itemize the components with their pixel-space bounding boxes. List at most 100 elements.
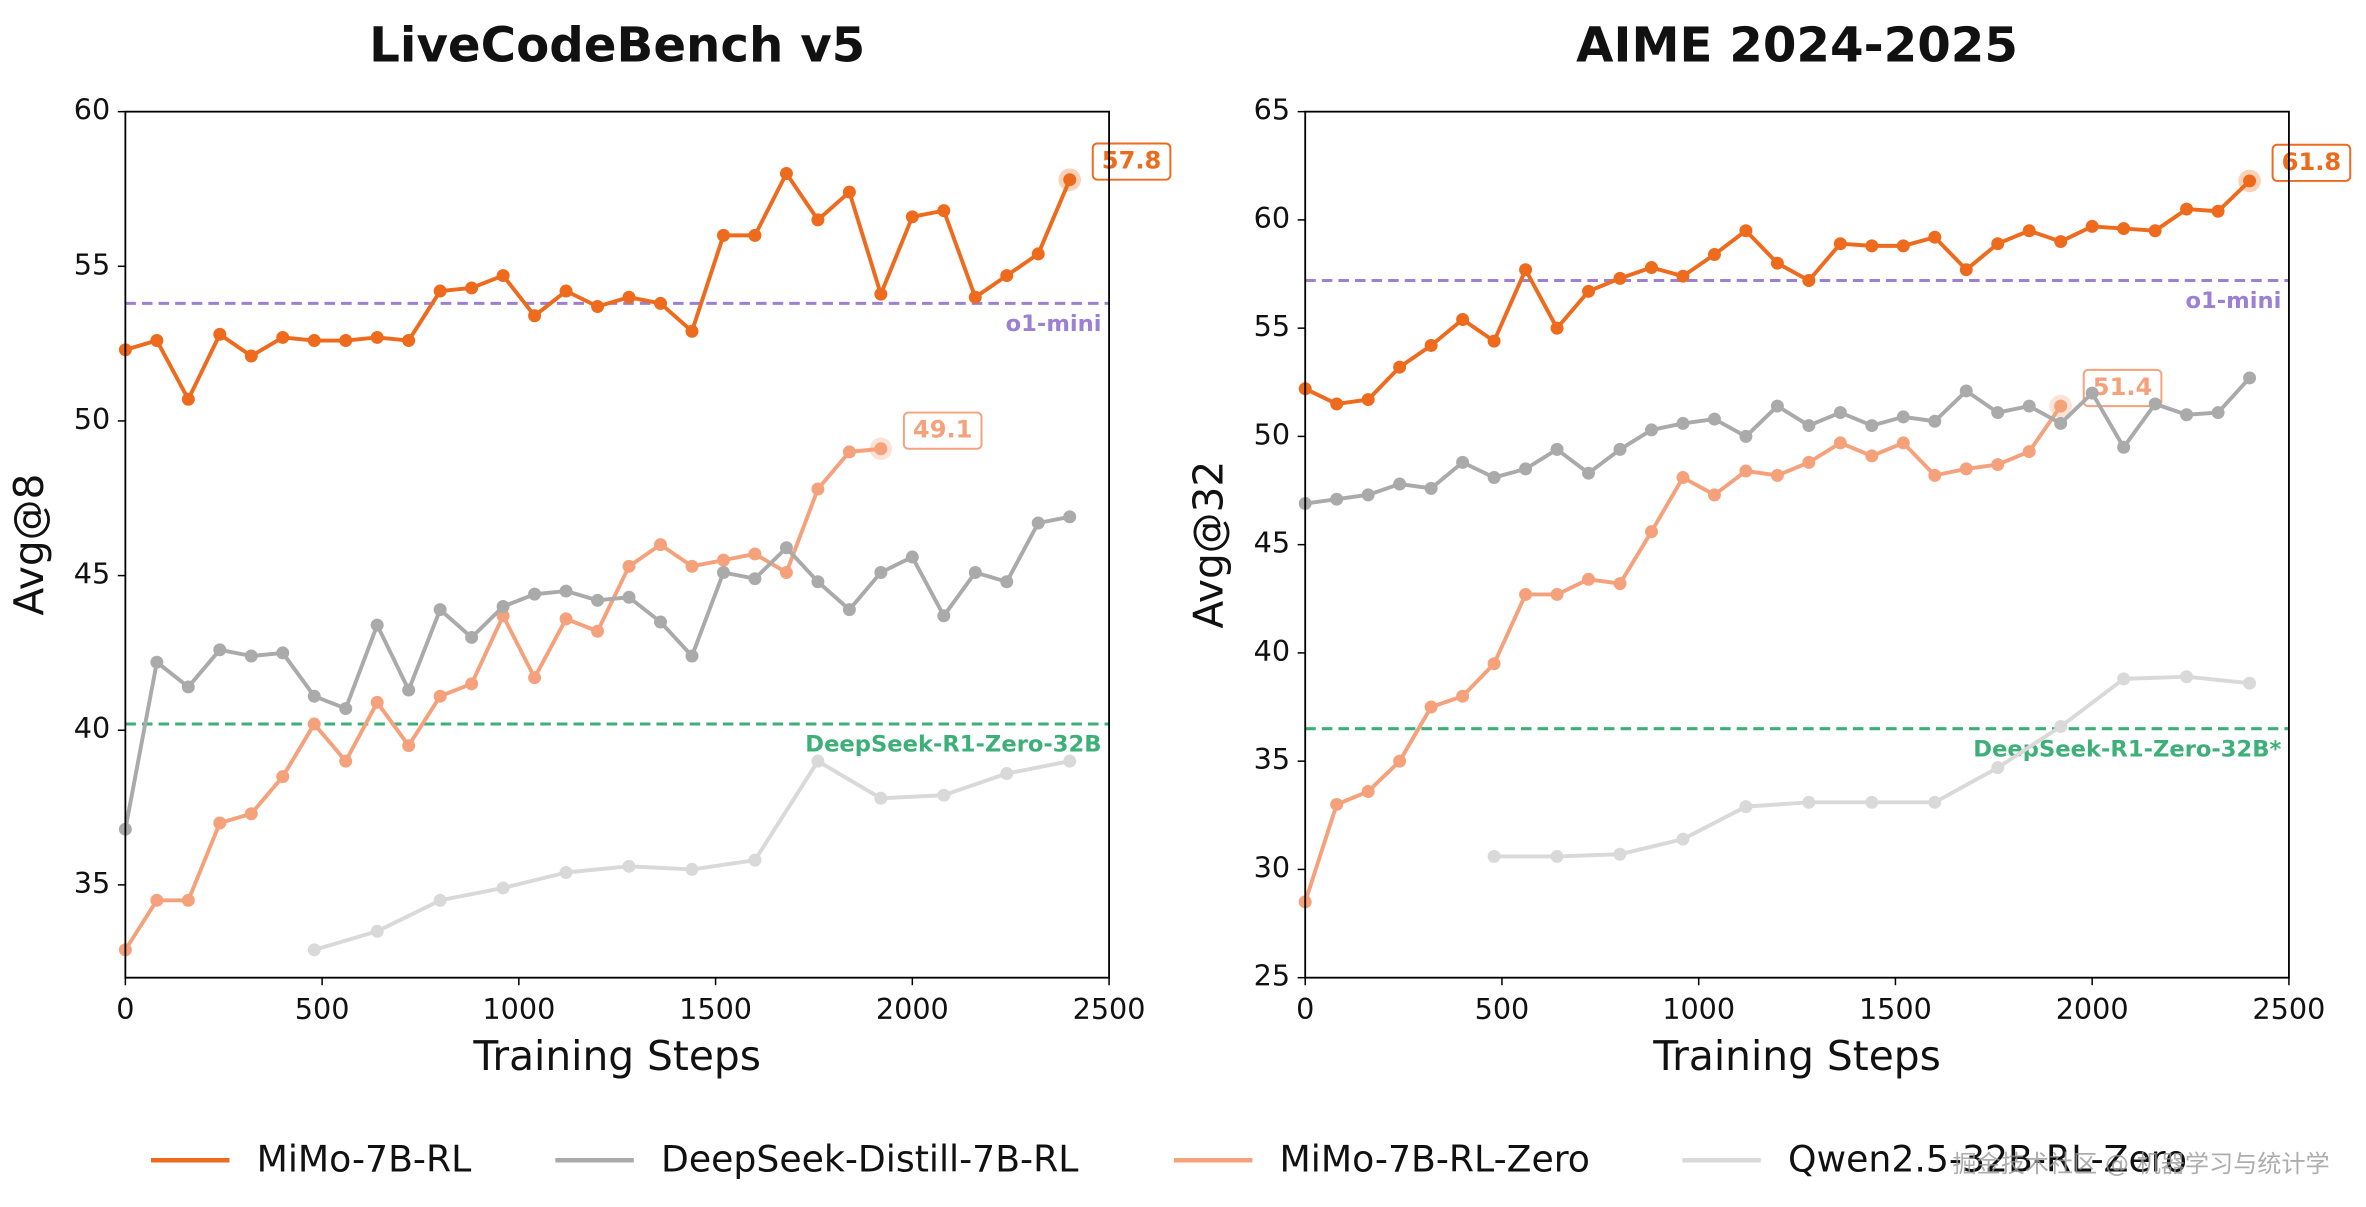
- data-point: [2148, 397, 2162, 411]
- data-point: [1330, 492, 1344, 506]
- data-point: [276, 770, 290, 784]
- data-point: [1613, 577, 1627, 591]
- reference-label: DeepSeek-R1-Zero-32B: [805, 732, 1101, 758]
- data-point: [433, 689, 447, 703]
- end-label-box: [2082, 368, 2163, 408]
- x-axis-label: Training Steps: [472, 1032, 761, 1080]
- data-point: [276, 646, 290, 660]
- data-point: [2022, 224, 2036, 238]
- data-point: [213, 643, 227, 657]
- data-point: [1991, 406, 2005, 420]
- x-tick-label: 1500: [1859, 992, 1932, 1026]
- data-point: [654, 615, 667, 629]
- y-tick-label: 40: [74, 711, 110, 745]
- data-point: [307, 689, 321, 703]
- x-tick-label: 2000: [2056, 992, 2129, 1026]
- end-label: 57.8: [1102, 147, 1162, 175]
- data-point: [1550, 849, 1564, 863]
- data-point: [1833, 436, 1847, 450]
- data-point: [2054, 235, 2068, 249]
- data-point: [748, 547, 762, 561]
- data-point: [654, 296, 667, 310]
- data-point: [874, 287, 888, 301]
- data-point: [465, 677, 479, 691]
- end-label-box: [2271, 143, 2352, 182]
- data-point: [1928, 230, 1942, 244]
- x-tick-label: 0: [116, 992, 134, 1026]
- data-point: [2243, 174, 2257, 188]
- y-tick-label: 60: [1254, 201, 1290, 235]
- data-point: [339, 702, 353, 716]
- plot-frame: [1304, 110, 2290, 979]
- data-point: [2054, 399, 2068, 413]
- data-point: [1896, 436, 1910, 450]
- data-point: [591, 624, 605, 638]
- data-point: [370, 695, 384, 709]
- data-point: [1770, 468, 1784, 482]
- y-tick-label: 55: [74, 247, 110, 281]
- legend-label: DeepSeek-Distill-7B-RL: [661, 1138, 1078, 1181]
- data-point: [1000, 269, 1014, 283]
- data-point: [811, 754, 825, 768]
- data-point: [622, 590, 636, 604]
- data-point: [1991, 458, 2005, 472]
- x-tick-label: 2000: [876, 992, 949, 1026]
- y-tick-label: 50: [74, 402, 110, 436]
- y-tick-label: 50: [1254, 417, 1290, 451]
- end-label-box: [1091, 142, 1172, 181]
- reference-label: o1-mini: [1006, 311, 1102, 337]
- data-point: [1613, 847, 1627, 861]
- data-point: [150, 893, 164, 907]
- data-point: [842, 603, 856, 617]
- data-point: [1582, 572, 1596, 586]
- data-point: [622, 859, 636, 873]
- data-point: [559, 284, 573, 298]
- data-point: [244, 349, 258, 363]
- series-line: [1494, 674, 2250, 859]
- data-point: [1676, 832, 1690, 846]
- data-point: [1582, 466, 1596, 480]
- data-point: [433, 603, 447, 617]
- data-point: [937, 204, 951, 218]
- end-label: 61.8: [2282, 148, 2342, 176]
- data-point: [779, 566, 793, 579]
- data-point: [1063, 754, 1077, 768]
- data-point: [748, 228, 762, 242]
- data-point: [2211, 406, 2225, 420]
- data-point: [1519, 587, 1533, 601]
- data-point: [1707, 248, 1721, 262]
- data-point: [968, 566, 982, 579]
- data-point: [2117, 672, 2131, 686]
- watermark: 掘金技术社区 @ 机器学习与统计学: [1952, 1150, 2329, 1178]
- data-point: [1833, 406, 1847, 420]
- y-tick-label: 45: [74, 557, 110, 591]
- data-point: [213, 327, 227, 341]
- data-point: [559, 612, 573, 626]
- data-point: [2180, 670, 2194, 684]
- data-point: [2243, 676, 2257, 690]
- data-point: [1613, 271, 1627, 285]
- data-point: [685, 862, 699, 876]
- data-point: [1739, 464, 1753, 478]
- y-axis-label: Avg@8: [5, 474, 53, 616]
- data-point: [1770, 256, 1784, 270]
- y-tick-label: 60: [74, 93, 110, 127]
- data-point: [748, 572, 762, 586]
- data-point: [1959, 462, 1973, 476]
- data-point: [2243, 371, 2257, 385]
- data-point: [370, 618, 384, 632]
- data-point: [528, 309, 542, 323]
- data-point: [433, 893, 447, 907]
- data-point: [339, 334, 353, 348]
- data-point: [811, 482, 825, 496]
- data-point: [716, 553, 730, 567]
- data-point: [874, 442, 888, 456]
- end-label: 49.1: [913, 416, 973, 444]
- data-point: [1644, 261, 1658, 275]
- x-tick-label: 500: [1475, 992, 1530, 1026]
- data-point: [1519, 263, 1533, 277]
- data-point: [937, 609, 951, 623]
- reference-label: o1-mini: [2185, 288, 2281, 314]
- data-point: [1031, 247, 1045, 261]
- series-line: [124, 171, 1072, 402]
